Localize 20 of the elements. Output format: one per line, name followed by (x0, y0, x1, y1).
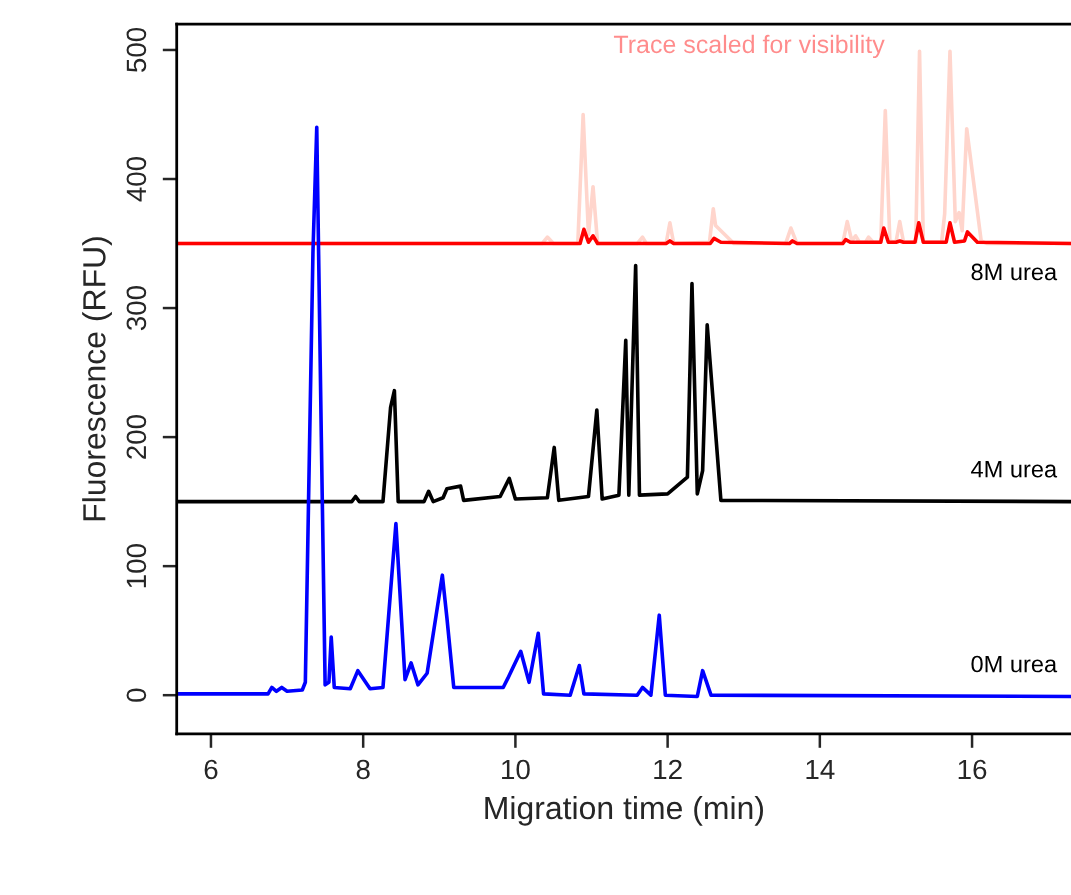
x-tick-label: 8 (356, 759, 370, 780)
y-tick-label: 300 (126, 285, 147, 331)
y-tick-label: 400 (126, 156, 147, 202)
y-tick-label: 500 (126, 27, 147, 73)
series-label: 0M urea (971, 655, 1058, 673)
series-label: 8M urea (971, 263, 1058, 281)
x-axis-title: Migration time (min) (485, 795, 763, 826)
line-series (176, 221, 1071, 246)
y-tick-label: 100 (126, 544, 147, 588)
line-series (176, 125, 1071, 699)
x-tick-label: 6 (204, 759, 218, 780)
x-tick-label: 14 (806, 759, 835, 780)
y-tick-label: 200 (126, 415, 147, 459)
y-tick-label: 0 (126, 688, 147, 702)
annotation: Trace scaled for visibility (613, 34, 885, 59)
y-axis-title: Fluorescence (RFU) (82, 237, 112, 521)
series-label: 4M urea (971, 461, 1058, 478)
x-tick-label: 10 (502, 759, 530, 780)
x-tick-label: 12 (654, 759, 682, 780)
x-tick-label: 16 (958, 759, 987, 780)
